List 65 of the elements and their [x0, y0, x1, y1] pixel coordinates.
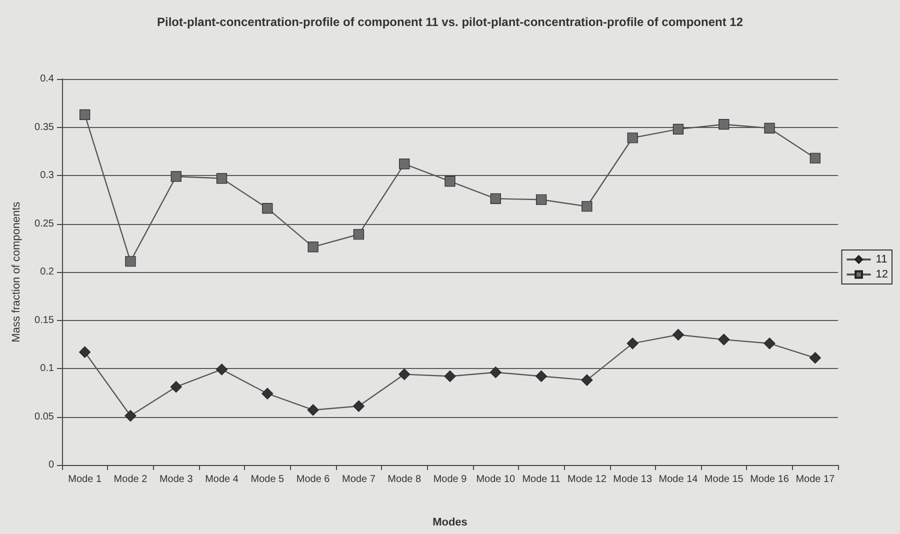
point — [582, 201, 592, 212]
point — [810, 152, 820, 164]
x-tick-label: Mode 15 — [704, 474, 744, 485]
x-tick-label: Mode 17 — [796, 474, 836, 485]
point — [536, 194, 547, 205]
x-tick-label: Mode 7 — [342, 474, 376, 485]
point — [124, 410, 136, 422]
point — [444, 176, 456, 187]
x-tick-label: Mode 9 — [433, 474, 468, 485]
y-tick-label: 0.3 — [40, 170, 54, 181]
y-tick-label: 0.15 — [34, 314, 54, 326]
y-tick-label: 0.05 — [34, 411, 54, 422]
point — [718, 119, 730, 130]
point — [308, 242, 318, 252]
point — [398, 368, 410, 380]
point — [581, 374, 593, 386]
chart-title: Pilot-plant-concentration-profile of component 11 vs. pilot-plant-concentration-profile of component 12 — [156, 15, 744, 29]
point — [809, 352, 821, 364]
point — [216, 364, 228, 376]
x-tick-label: Mode 10 — [476, 474, 516, 485]
x-tick-label: Mode 16 — [750, 474, 790, 485]
y-tick-label: 0.2 — [40, 266, 54, 278]
x-tick-label: Mode 5 — [250, 474, 285, 485]
point — [490, 366, 502, 378]
point — [535, 370, 548, 382]
x-tick-label: Mode 3 — [159, 474, 194, 485]
point — [170, 171, 182, 182]
point — [170, 381, 182, 393]
point — [626, 338, 638, 350]
y-tick-label: 0.4 — [40, 74, 54, 84]
point — [125, 256, 136, 267]
y-tick-label: 0.1 — [40, 363, 54, 374]
x-tick-label: Mode 12 — [567, 474, 607, 485]
point — [764, 122, 775, 134]
point — [80, 109, 90, 120]
point — [627, 132, 638, 144]
point — [79, 346, 91, 358]
x-tick-label: Mode 1 — [68, 474, 102, 485]
y-axis-title: Mass fraction of components — [10, 201, 22, 342]
point — [444, 370, 456, 382]
point — [399, 158, 410, 170]
y-tick-label: 0 — [48, 460, 54, 470]
point — [216, 173, 228, 184]
x-tick-label: Mode 4 — [205, 474, 239, 485]
x-tick-label: Mode 8 — [388, 474, 422, 485]
x-tick-label: Mode 13 — [613, 474, 652, 485]
x-tick-label: Mode 2 — [114, 474, 148, 485]
point — [352, 400, 365, 412]
x-tick-label: Mode 11 — [522, 474, 561, 485]
legend-label: 11 — [876, 254, 888, 266]
point — [672, 124, 684, 134]
x-tick-label: Mode 14 — [658, 474, 698, 485]
x-axis-title: Modes — [432, 516, 468, 528]
point — [307, 404, 319, 416]
point — [262, 203, 273, 214]
x-tick-label: Mode 6 — [296, 474, 330, 485]
point — [262, 388, 274, 400]
point — [764, 338, 776, 350]
y-tick-label: 0.25 — [34, 218, 54, 230]
y-tick-label: 0.35 — [34, 122, 54, 133]
legend-label: 12 — [876, 268, 888, 280]
point — [490, 193, 501, 204]
point — [353, 229, 364, 240]
point — [672, 328, 684, 341]
point — [718, 334, 730, 346]
